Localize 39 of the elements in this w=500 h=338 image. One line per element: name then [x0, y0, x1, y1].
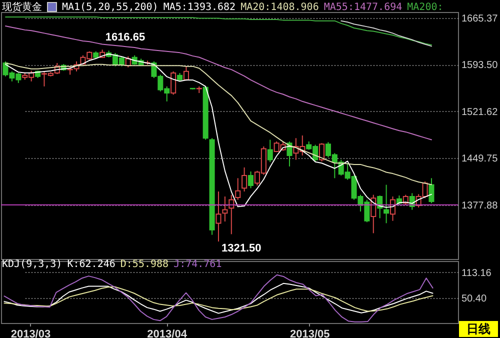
candlestick: [216, 190, 222, 242]
candlestick: [248, 170, 254, 189]
candlestick: [267, 139, 273, 163]
series-label: D:55.988: [120, 259, 169, 270]
y-tick-label: 1521.62: [462, 106, 498, 118]
annotation: 1616.65: [105, 32, 146, 44]
text: MA55:1477.694: [324, 2, 402, 12]
y-tick-label: 1377.88: [462, 200, 498, 212]
candlestick: [286, 140, 292, 167]
line-series: [5, 26, 432, 140]
x-tick-label: 2013/04: [147, 328, 188, 338]
chart-title: 现货黄金: [2, 0, 42, 14]
text: MA200:: [407, 2, 444, 12]
candlestick: [170, 70, 176, 96]
x-tick-label: 2013/05: [290, 328, 330, 338]
y-tick-label: 1593.50: [462, 60, 498, 72]
legend-title: MA1(5,20,55,200): [62, 2, 158, 12]
candlestick: [428, 178, 434, 204]
text: MA20:1408.906: [240, 2, 319, 12]
legend-title: KDJ(9,3,3): [2, 259, 62, 270]
y-tick-label: 113.16: [462, 268, 492, 279]
annotation: 1321.50: [222, 242, 262, 254]
line-series: [5, 16, 432, 46]
candlestick: [319, 142, 325, 162]
candlestick: [222, 196, 228, 222]
candlestick: [183, 66, 189, 82]
y-tick-label: 1449.75: [462, 154, 498, 165]
text: 日线: [459, 321, 498, 337]
y-tick-label: 1665.37: [462, 14, 498, 24]
candlestick: [384, 184, 390, 224]
candlestick: [242, 166, 248, 192]
x-tick-label: 2013/03: [10, 328, 51, 338]
text: MA5:1393.682: [163, 2, 236, 12]
text: J:74.761: [174, 259, 222, 270]
y-tick-label: 50.40: [462, 293, 487, 304]
line-series: [4, 274, 434, 322]
series-label: K:62.246: [67, 259, 116, 270]
candlestick: [235, 178, 241, 200]
line-series: [340, 20, 432, 47]
